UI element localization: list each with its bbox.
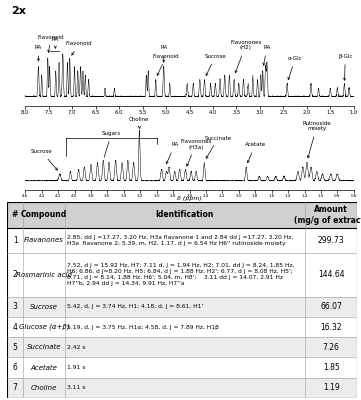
- Text: 5: 5: [13, 343, 18, 352]
- Bar: [7, 253, 23, 297]
- Bar: [65, 228, 305, 253]
- Text: Sucrose: Sucrose: [31, 149, 57, 170]
- Bar: [65, 378, 305, 398]
- Text: Sucrose: Sucrose: [30, 304, 58, 310]
- Text: RA: RA: [35, 46, 42, 61]
- Text: Flavanones: Flavanones: [24, 237, 64, 243]
- Text: Rutinoside
moiety: Rutinoside moiety: [303, 120, 331, 158]
- Text: 7: 7: [13, 383, 18, 392]
- Text: 1: 1: [13, 236, 17, 245]
- Text: Amount
(mg/g of extract): Amount (mg/g of extract): [294, 205, 361, 225]
- Text: Choline: Choline: [129, 117, 150, 128]
- Text: 3.11 s: 3.11 s: [67, 385, 86, 390]
- Bar: [305, 378, 357, 398]
- Text: Sugars: Sugars: [102, 131, 121, 158]
- Bar: [7, 358, 23, 378]
- Text: Flavonoid: Flavonoid: [38, 35, 64, 52]
- Text: Flavonones
(H2): Flavonones (H2): [230, 40, 261, 73]
- Text: 2.85, dd J =17.27, 3.20 Hz, H3a flavanone 1 and 2.84 dd J =17.27, 3.20 Hz,
H3a  : 2.85, dd J =17.27, 3.20 Hz, H3a flavanon…: [67, 235, 293, 246]
- Bar: [23, 337, 65, 358]
- Bar: [65, 317, 305, 337]
- Bar: [23, 253, 65, 297]
- Text: 1.85: 1.85: [323, 363, 339, 372]
- Bar: [305, 228, 357, 253]
- Text: Succinate: Succinate: [205, 136, 232, 158]
- Text: 2x: 2x: [11, 6, 26, 16]
- Text: Flavonoid: Flavonoid: [66, 41, 92, 55]
- Bar: [65, 337, 305, 358]
- Bar: [305, 253, 357, 297]
- Text: Rosmarinic acid: Rosmarinic acid: [16, 272, 72, 278]
- Text: 66.07: 66.07: [320, 302, 342, 311]
- Text: Identification: Identification: [156, 210, 214, 220]
- Text: 1.91 s: 1.91 s: [67, 365, 86, 370]
- Bar: [7, 337, 23, 358]
- Bar: [65, 358, 305, 378]
- Text: Succinate: Succinate: [27, 344, 61, 350]
- Text: 144.64: 144.64: [318, 270, 344, 279]
- Text: 4: 4: [13, 322, 18, 332]
- Text: 299.73: 299.73: [318, 236, 344, 245]
- Bar: [65, 253, 305, 297]
- Text: RA: RA: [166, 142, 178, 164]
- Bar: [7, 202, 23, 228]
- Text: RA: RA: [263, 46, 271, 65]
- Bar: [7, 297, 23, 317]
- Text: β-Glc: β-Glc: [338, 54, 353, 80]
- Bar: [305, 202, 357, 228]
- Text: Flavonoid: Flavonoid: [153, 54, 179, 76]
- Text: 3: 3: [13, 302, 18, 311]
- Text: Acetate: Acetate: [245, 142, 266, 163]
- Text: #: #: [12, 210, 18, 220]
- Text: 7.52, d J = 15.92 Hz, H7; 7.11 d, J = 1.94 Hz, H2; 7.01, dd J = 8.24, 1.85 Hz,
H: 7.52, d J = 15.92 Hz, H7; 7.11 d, J = 1.…: [67, 264, 295, 286]
- Text: 7.26: 7.26: [323, 343, 340, 352]
- Text: 6: 6: [13, 363, 18, 372]
- Text: α-Glc: α-Glc: [288, 56, 303, 80]
- Text: 5.42, d, J = 3.74 Hz, H1; 4.18, d, J = 8.61, H1': 5.42, d, J = 3.74 Hz, H1; 4.18, d, J = 8…: [67, 304, 203, 309]
- Bar: [23, 358, 65, 378]
- Text: Choline: Choline: [31, 385, 57, 391]
- Text: RA: RA: [52, 37, 59, 48]
- Bar: [305, 337, 357, 358]
- Bar: [23, 297, 65, 317]
- Bar: [23, 202, 65, 228]
- Text: Flavonones
(H3a): Flavonones (H3a): [180, 139, 212, 166]
- Bar: [23, 317, 65, 337]
- Bar: [23, 228, 65, 253]
- Text: RA: RA: [160, 46, 168, 62]
- Text: δ (ppm): δ (ppm): [177, 196, 202, 201]
- Bar: [65, 297, 305, 317]
- Text: 2: 2: [13, 270, 17, 279]
- Bar: [7, 317, 23, 337]
- Text: 1.19: 1.19: [323, 383, 339, 392]
- Bar: [305, 317, 357, 337]
- Bar: [7, 378, 23, 398]
- Bar: [305, 297, 357, 317]
- Text: Glucose (α+β): Glucose (α+β): [19, 324, 69, 330]
- Bar: [23, 378, 65, 398]
- Text: Acetate: Acetate: [31, 364, 57, 370]
- Bar: [7, 228, 23, 253]
- Text: Sucrose: Sucrose: [204, 54, 226, 76]
- Bar: [65, 202, 305, 228]
- Text: 2.42 s: 2.42 s: [67, 345, 86, 350]
- Text: 16.32: 16.32: [320, 322, 342, 332]
- Text: 5.19, d, J = 3.75 Hz, H1α; 4.58, d, J = 7.89 Hz, H1β: 5.19, d, J = 3.75 Hz, H1α; 4.58, d, J = …: [67, 324, 219, 330]
- Text: Compound: Compound: [21, 210, 67, 220]
- Bar: [305, 358, 357, 378]
